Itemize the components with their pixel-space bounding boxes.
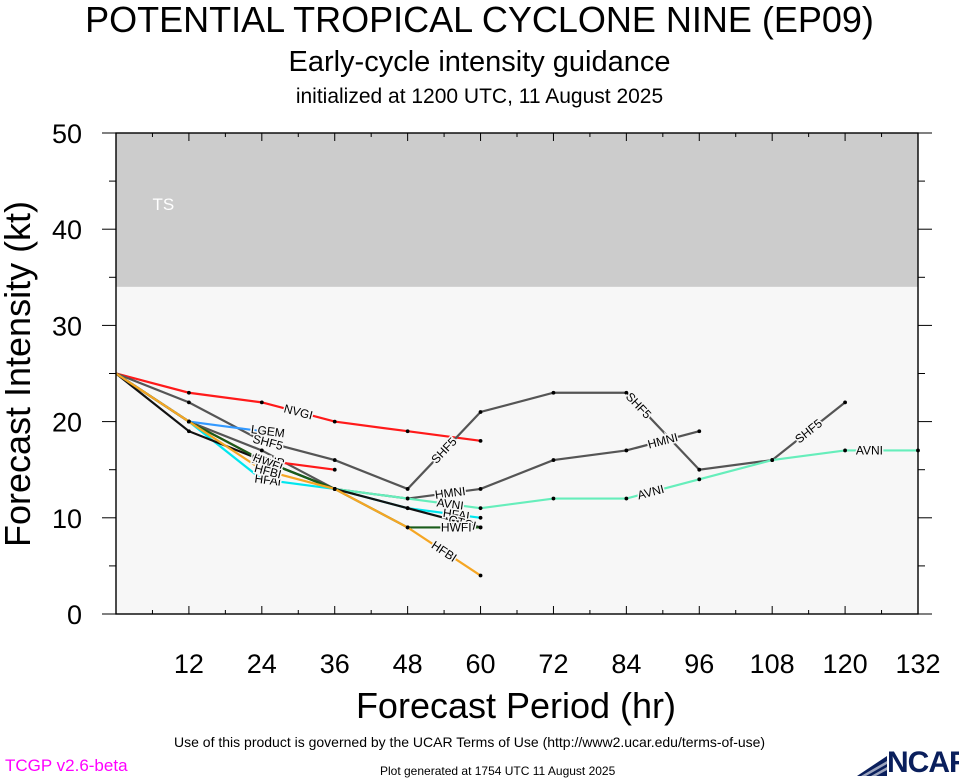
band-ts bbox=[116, 133, 918, 287]
series-avni-point bbox=[405, 496, 410, 501]
plot-frame bbox=[115, 132, 919, 615]
series-avni-label: AVNI bbox=[856, 443, 883, 457]
series-hwfi-point bbox=[478, 525, 483, 530]
series-shf5-point bbox=[332, 458, 337, 462]
series-nvgi-point bbox=[478, 438, 483, 443]
series-shf5-point bbox=[405, 487, 410, 491]
series-nvgi-point bbox=[187, 390, 191, 395]
series-hfbi-point bbox=[405, 525, 410, 530]
series-nvgi-line bbox=[115, 372, 481, 442]
y-axis-label: Forecast Intensity (kt) bbox=[0, 201, 38, 547]
ncar-logo: NCAR bbox=[855, 746, 959, 780]
y-tick-label: 0 bbox=[67, 600, 82, 630]
x-tick-label: 108 bbox=[750, 649, 795, 679]
series-hmni-point bbox=[697, 429, 702, 434]
chart-title: POTENTIAL TROPICAL CYCLONE NINE (EP09) bbox=[85, 0, 874, 40]
series-avni-point bbox=[770, 458, 775, 462]
series-shf5-point bbox=[187, 400, 191, 405]
series-hfbi-point bbox=[259, 467, 264, 472]
x-tick-label: 96 bbox=[684, 649, 714, 679]
series-shf5-point bbox=[551, 390, 556, 395]
series-shf5-point bbox=[259, 438, 264, 443]
series-hfai-point bbox=[259, 477, 264, 482]
series-dshp-label: DSHP bbox=[250, 452, 285, 470]
series-ctci-point bbox=[187, 429, 191, 434]
y-tick-label: 40 bbox=[52, 215, 82, 245]
series-avni-point bbox=[478, 506, 483, 511]
series-hwfi-point bbox=[259, 458, 264, 462]
series-hmni-point bbox=[478, 487, 483, 491]
series-hfbi-point bbox=[478, 573, 483, 578]
series-hmni-point bbox=[259, 448, 264, 453]
series-avni-point bbox=[624, 496, 629, 501]
x-tick-label: 12 bbox=[174, 649, 204, 679]
series-shf5-point bbox=[843, 400, 847, 405]
series-avni-point bbox=[697, 477, 702, 482]
series-dshp-point bbox=[332, 467, 337, 472]
x-tick-label: 84 bbox=[611, 649, 641, 679]
series-hfbi-point bbox=[332, 487, 337, 491]
series-shf5-point bbox=[624, 390, 629, 395]
generated-timestamp: Plot generated at 1754 UTC 11 August 202… bbox=[380, 764, 616, 778]
series-nvgi-point bbox=[259, 400, 264, 405]
series-hmni-label: HMNI bbox=[434, 484, 466, 502]
series-lgem-point bbox=[259, 429, 264, 434]
series-hfai-label: HFAI bbox=[442, 506, 470, 523]
series-hfbi-point bbox=[187, 419, 191, 424]
y-tick-label: 30 bbox=[52, 311, 82, 341]
ncar-logo-text: NCAR bbox=[887, 746, 959, 779]
init-time-line: initialized at 1200 UTC, 11 August 2025 bbox=[295, 85, 664, 108]
y-tick-label: 20 bbox=[52, 408, 82, 438]
series-nvgi-point bbox=[332, 419, 337, 424]
x-tick-label: 72 bbox=[538, 649, 568, 679]
x-tick-label: 132 bbox=[895, 649, 940, 679]
series-lgem-label: LGEM bbox=[250, 422, 286, 440]
terms-of-use-notice: Use of this product is governed by the U… bbox=[174, 734, 766, 750]
x-tick-label: 24 bbox=[247, 649, 277, 679]
series-hfai-point bbox=[478, 515, 483, 520]
series-hfbi-line bbox=[115, 372, 482, 577]
series-avni-point bbox=[551, 496, 556, 501]
series-hmni-point bbox=[624, 448, 629, 453]
ncar-logo-icon bbox=[857, 756, 887, 776]
x-tick-label: 60 bbox=[466, 649, 496, 679]
series-nvgi-point bbox=[405, 429, 410, 434]
y-tick-label: 10 bbox=[52, 504, 82, 534]
series-shf5-point bbox=[478, 410, 483, 414]
x-axis-label: Forecast Period (hr) bbox=[356, 685, 676, 726]
version-label: TCGP v2.6-beta bbox=[5, 756, 128, 775]
x-tick-label: 48 bbox=[393, 649, 423, 679]
band-label-ts: TS bbox=[152, 195, 174, 214]
series-ctci-point bbox=[405, 506, 410, 511]
series-hfai-label: HFAI bbox=[254, 471, 282, 488]
series-avni-label: AVNI bbox=[436, 495, 465, 512]
series-shf5-point bbox=[697, 467, 702, 472]
series-hwfi-label: HWFI bbox=[441, 520, 472, 534]
x-tick-label: 120 bbox=[823, 649, 868, 679]
y-tick-label: 50 bbox=[52, 119, 82, 149]
x-tick-label: 36 bbox=[320, 649, 350, 679]
series-avni-point bbox=[843, 448, 847, 453]
chart-subtitle: Early-cycle intensity guidance bbox=[288, 46, 671, 78]
series-hmni-point bbox=[551, 458, 556, 462]
